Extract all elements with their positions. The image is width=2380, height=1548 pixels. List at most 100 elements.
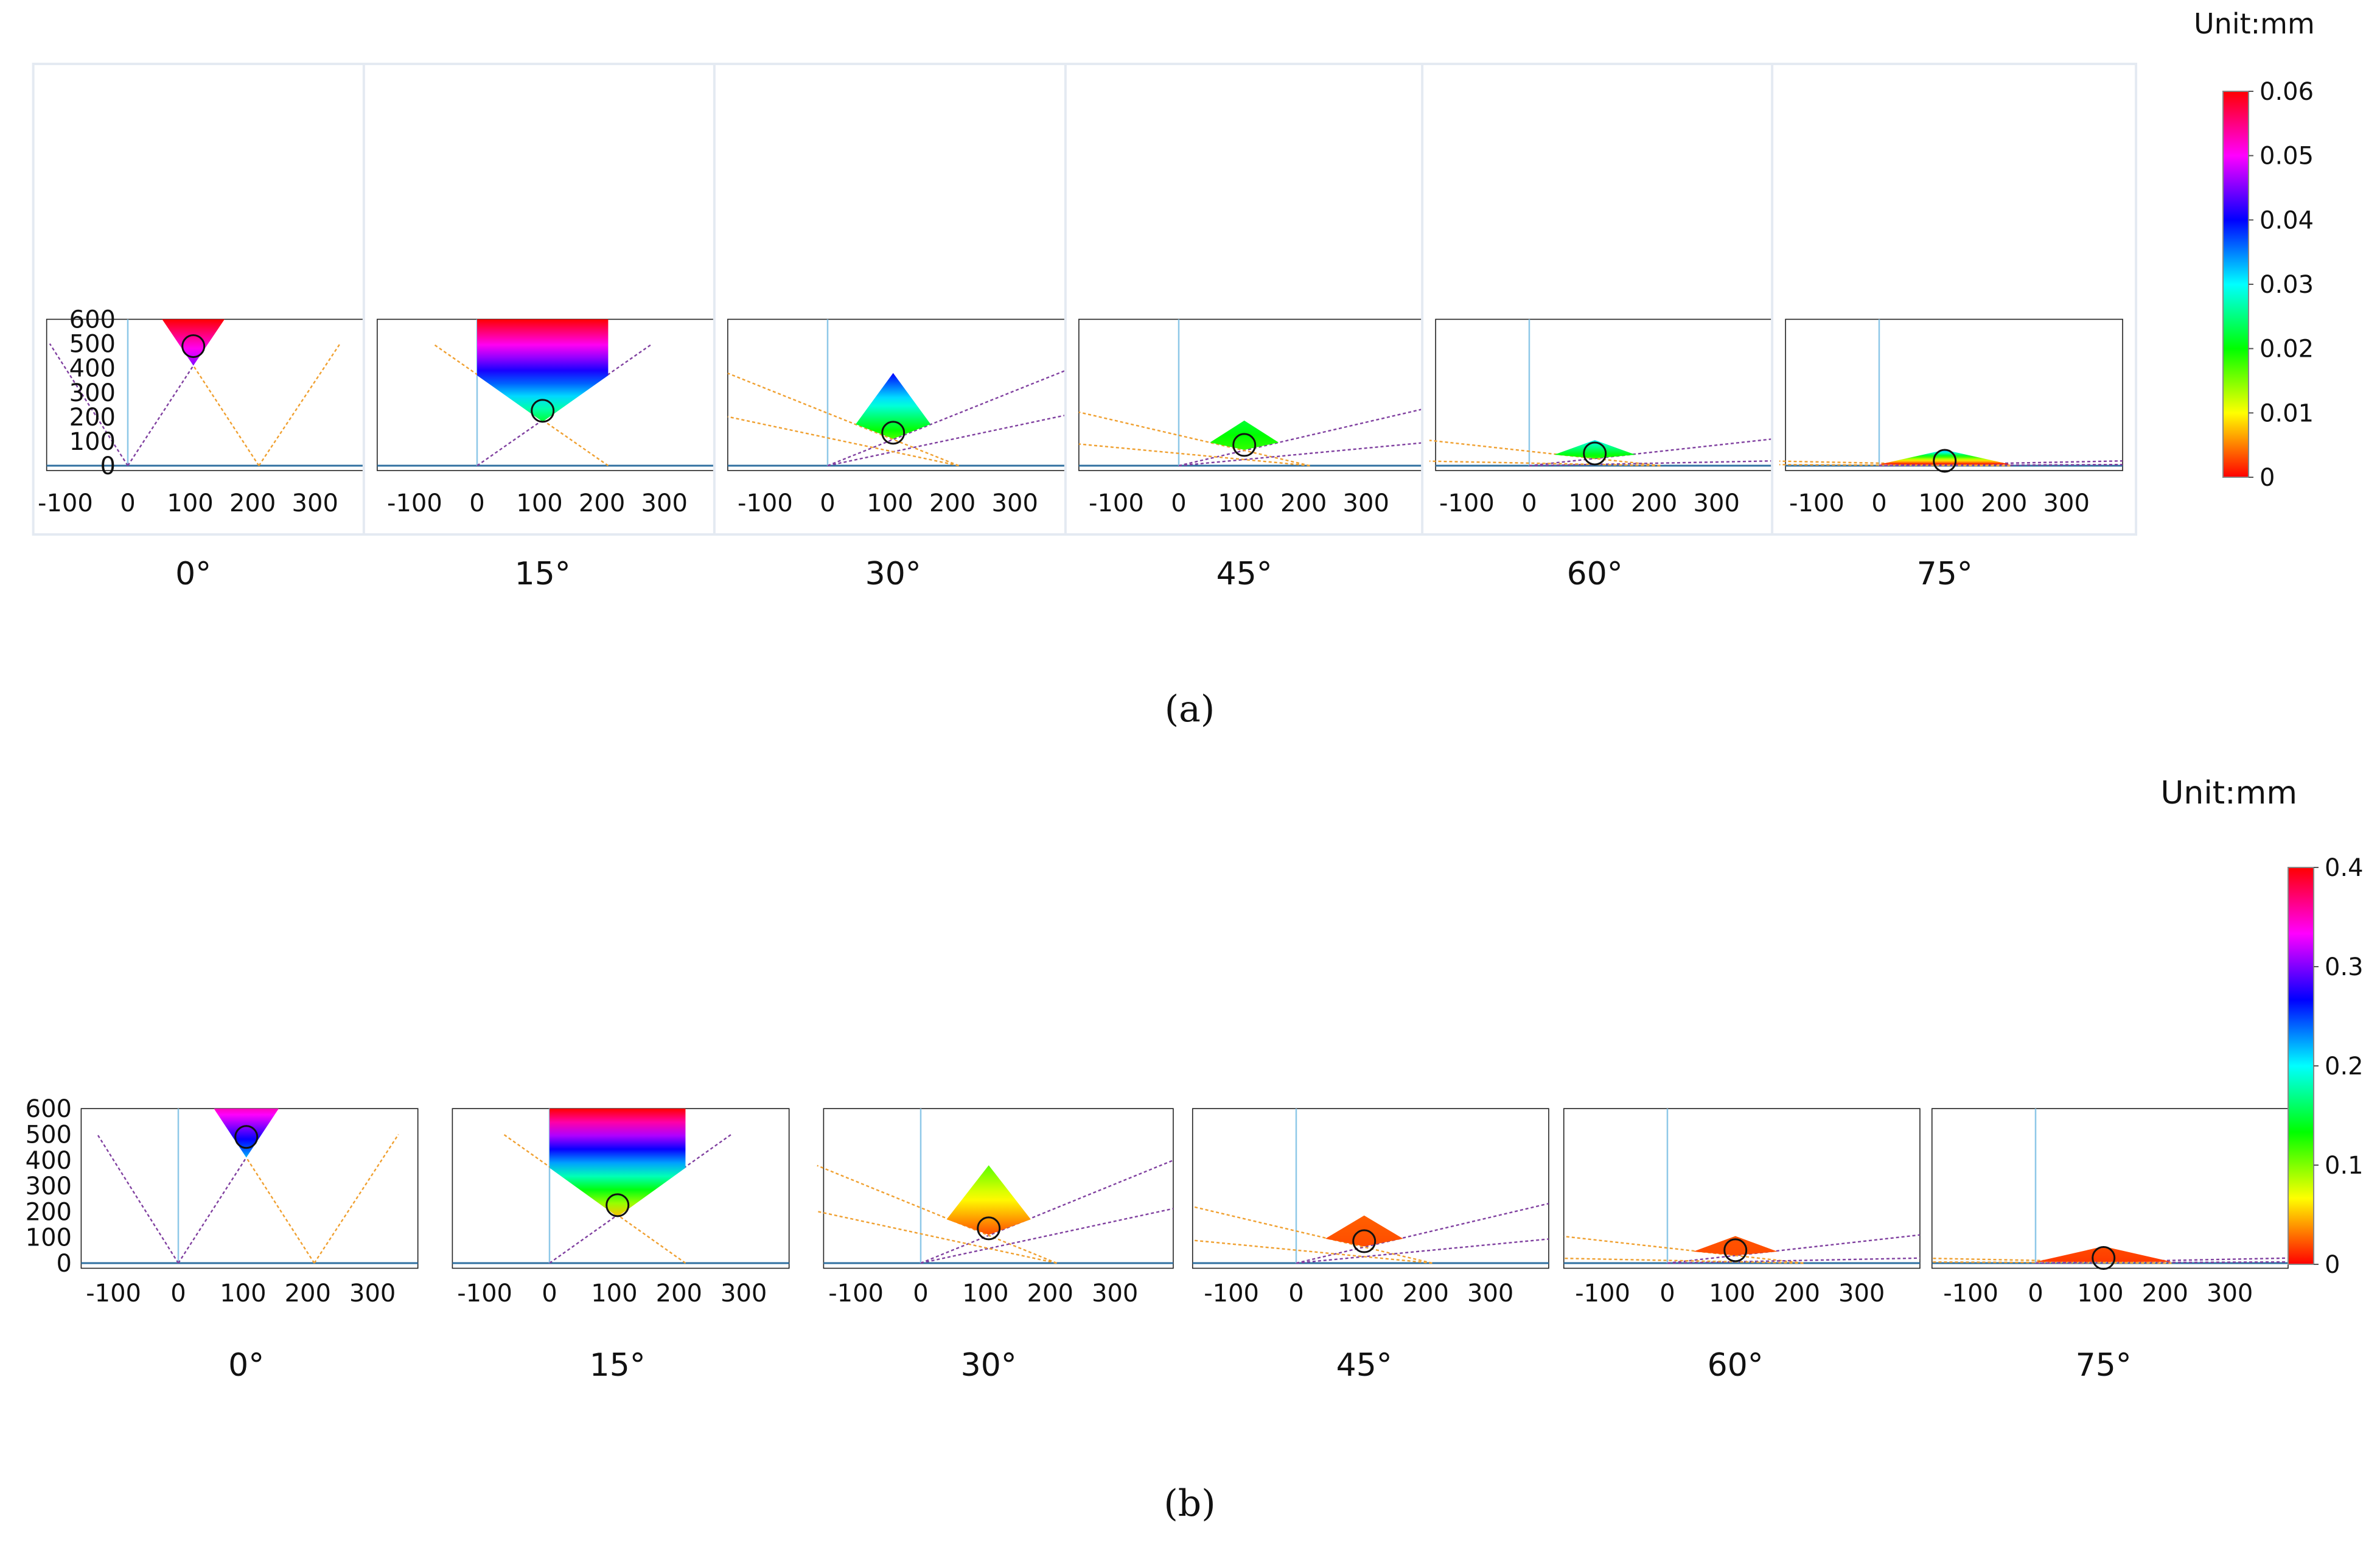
x-tick-label: -100 <box>38 489 93 517</box>
colorbar-tick-label: 0.4 <box>2325 854 2364 882</box>
plot-area <box>46 318 372 471</box>
x-tick-label: 0 <box>1521 489 1537 517</box>
view-cone-line <box>96 1133 180 1264</box>
view-cone-line <box>1529 438 1773 467</box>
view-cone-line <box>1563 1235 1804 1264</box>
subplot-title: 75° <box>1917 556 1973 592</box>
plot-area <box>823 1108 1174 1269</box>
x-tick-label: 0 <box>1171 489 1186 517</box>
x-tick-label: 100 <box>1218 489 1264 517</box>
subplot-a-30: -100 0 100 200 300 30° <box>713 63 1086 592</box>
x-tick-label: 0 <box>1871 489 1886 517</box>
plot-area <box>1785 318 2123 471</box>
view-cone-line <box>1667 1234 1921 1264</box>
panel-caption-b: (b) <box>1164 1482 1215 1525</box>
target-marker <box>977 1216 1001 1241</box>
view-cone-line <box>1192 1239 1433 1264</box>
x-tick-label: 300 <box>1467 1280 1513 1308</box>
colorbar-tick-label: 0.05 <box>2260 142 2314 170</box>
view-cone-line <box>1932 1257 2172 1264</box>
x-tick-label: -100 <box>86 1280 141 1308</box>
y-tick-label: 600 <box>26 1095 72 1123</box>
x-tick-label: -100 <box>738 489 793 517</box>
view-cone-line <box>920 1159 1174 1264</box>
view-cone-line <box>1178 442 1423 467</box>
subplot-b-75: -100 0 100 200 300 75° <box>1931 1108 2289 1384</box>
colorbar-tick-label: 0 <box>2325 1251 2340 1279</box>
colorbar-tick-label: 0.1 <box>2325 1152 2364 1180</box>
x-tick-label: -100 <box>1789 489 1844 517</box>
x-tick-label: 0 <box>913 1280 928 1308</box>
x-tick-label: -100 <box>1439 489 1495 517</box>
view-cone-line <box>1667 1257 1920 1264</box>
view-cone-line <box>1192 1205 1433 1264</box>
target-marker <box>1232 433 1257 457</box>
x-tick-label: 200 <box>1403 1280 1449 1308</box>
view-cone-line <box>313 1133 399 1264</box>
coverage-region <box>1879 449 2011 464</box>
x-tick-label: 100 <box>1918 489 1964 517</box>
x-tick-label: 100 <box>1709 1280 1755 1308</box>
y-tick-label: 200 <box>26 1198 72 1226</box>
x-tick-label: 200 <box>285 1280 331 1308</box>
y-tick-label: 400 <box>26 1147 72 1175</box>
target-marker <box>1583 441 1607 466</box>
coverage-region <box>214 1108 279 1158</box>
view-cone-line <box>727 416 959 467</box>
x-tick-label: 100 <box>220 1280 266 1308</box>
x-tick-label: 300 <box>1343 489 1389 517</box>
view-cone-line <box>1296 1238 1549 1264</box>
x-tick-label: 300 <box>641 489 688 517</box>
x-tick-label: -100 <box>1089 489 1144 517</box>
coverage-region <box>162 319 225 366</box>
target-marker <box>1723 1238 1748 1263</box>
subplot-title: 60° <box>1567 556 1623 592</box>
x-tick-label: -100 <box>1204 1280 1259 1308</box>
target-marker <box>1933 449 1957 473</box>
subplot-b-60: -100 0 100 200 300 60° <box>1563 1108 1921 1384</box>
view-cone-line <box>1296 1202 1549 1264</box>
x-tick-label: 0 <box>1659 1280 1675 1308</box>
x-tick-label: 100 <box>1568 489 1614 517</box>
x-tick-label: 100 <box>591 1280 637 1308</box>
x-tick-label: 300 <box>1838 1280 1885 1308</box>
x-tick-label: 0 <box>170 1280 186 1308</box>
subplot-b-0: -100 0 100 200 300 0° <box>80 1108 419 1384</box>
x-tick-label: -100 <box>828 1280 884 1308</box>
x-tick-label: 0 <box>1288 1280 1303 1308</box>
x-tick-label: -100 <box>387 489 442 517</box>
y-tick-label: 0 <box>57 1250 72 1278</box>
plot-area <box>1931 1108 2289 1269</box>
target-marker <box>881 421 906 445</box>
x-tick-label: 300 <box>1092 1280 1138 1308</box>
y-tick-label: 500 <box>69 331 116 359</box>
colorbar-a <box>2222 91 2249 478</box>
subplot-a-15: -100 0 100 200 300 15° <box>362 63 736 592</box>
target-marker <box>605 1193 630 1217</box>
subplot-title: 30° <box>961 1347 1017 1384</box>
x-tick-label: 300 <box>349 1280 396 1308</box>
x-tick-label: 300 <box>2043 489 2090 517</box>
x-tick-label: 200 <box>929 489 975 517</box>
x-tick-label: 100 <box>962 1280 1008 1308</box>
view-cone-line <box>920 1208 1174 1264</box>
x-tick-label: 200 <box>579 489 625 517</box>
x-tick-label: 300 <box>721 1280 767 1308</box>
subplot-title: 60° <box>1708 1347 1764 1384</box>
target-marker <box>531 399 555 423</box>
view-cone-line <box>258 343 341 466</box>
x-tick-label: 200 <box>2142 1280 2188 1308</box>
x-tick-label: 200 <box>1027 1280 1073 1308</box>
subplot-a-75: -100 0 100 200 300 75° <box>1771 63 2138 592</box>
subplot-a-45: -100 0 100 200 300 45° <box>1064 63 1437 592</box>
target-marker <box>1352 1229 1377 1253</box>
x-tick-label: 200 <box>1774 1280 1820 1308</box>
view-cone-line <box>1563 1257 1804 1264</box>
colorbar-b <box>2288 867 2314 1265</box>
x-tick-label: 0 <box>820 489 835 517</box>
colorbar-tick-label: 0.06 <box>2260 78 2314 106</box>
x-tick-label: 100 <box>516 489 562 517</box>
